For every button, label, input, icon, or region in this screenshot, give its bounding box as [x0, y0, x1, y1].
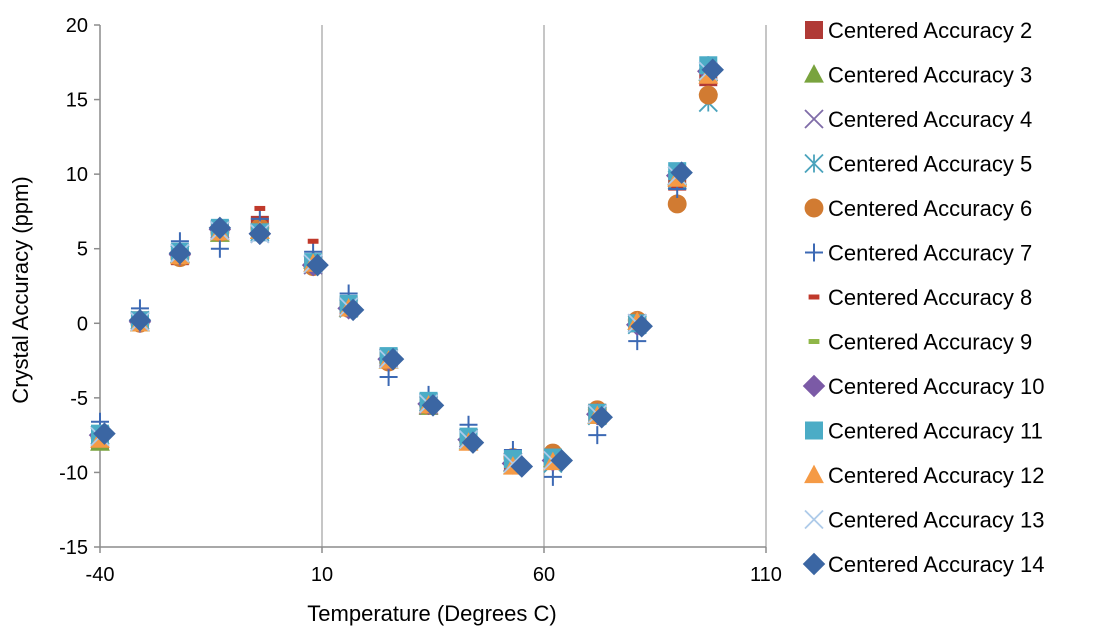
legend-label: Centered Accuracy 12: [828, 463, 1044, 488]
legend-marker: [804, 509, 824, 530]
series-13: [93, 58, 724, 478]
y-axis-label: Crystal Accuracy (ppm): [8, 176, 33, 403]
legend-marker: [802, 374, 826, 398]
legend-marker: [804, 198, 824, 218]
series-4: [90, 92, 718, 475]
y-tick-label: 15: [66, 90, 88, 112]
legend-marker: [805, 243, 823, 262]
data-point: [698, 85, 718, 105]
legend-item: Centered Accuracy 5: [804, 152, 1032, 177]
y-tick-label: 5: [77, 239, 88, 261]
y-tick-label: 0: [77, 313, 88, 335]
series-2: [90, 62, 719, 472]
series-9: [88, 59, 720, 475]
legend-label: Centered Accuracy 11: [828, 419, 1043, 444]
legend: Centered Accuracy 2 Centered Accuracy 3 Ce…: [802, 18, 1044, 577]
legend-item: Centered Accuracy 2: [805, 18, 1032, 43]
legend-label: Centered Accuracy 2: [828, 18, 1032, 43]
legend-marker: [804, 153, 824, 174]
x-axis-label: Temperature (Degrees C): [307, 601, 556, 626]
data-point: [379, 367, 398, 386]
data-point: [588, 426, 607, 445]
y-tick-label: -10: [59, 462, 88, 484]
legend-item: Centered Accuracy 13: [804, 508, 1044, 533]
legend-marker: [808, 339, 820, 344]
data-point: [341, 298, 365, 322]
data-point: [630, 315, 653, 338]
series-7: [94, 79, 714, 461]
x-tick-label: 110: [750, 564, 782, 586]
series-8: [94, 67, 714, 465]
legend-marker: [805, 21, 823, 39]
data-point: [461, 431, 485, 454]
data-point: [208, 216, 232, 240]
data-point: [550, 449, 574, 472]
series-12: [90, 61, 718, 474]
legend-item: Centered Accuracy 6: [804, 196, 1032, 221]
legend-marker: [808, 294, 820, 300]
data-point: [128, 309, 152, 332]
legend-label: Centered Accuracy 7: [828, 241, 1032, 266]
y-tick-label: -15: [59, 537, 88, 559]
legend-label: Centered Accuracy 6: [828, 196, 1032, 221]
legend-label: Centered Accuracy 14: [828, 552, 1044, 577]
legend-label: Centered Accuracy 5: [828, 152, 1032, 177]
data-point: [93, 422, 116, 445]
legend-item: Centered Accuracy 12: [804, 463, 1044, 488]
legend-marker: [804, 464, 824, 484]
data-points: [88, 56, 724, 486]
legend-item: Centered Accuracy 4: [804, 107, 1032, 132]
legend-item: Centered Accuracy 7: [805, 241, 1032, 266]
legend-label: Centered Accuracy 3: [828, 63, 1032, 88]
legend-item: Centered Accuracy 3: [804, 63, 1032, 88]
data-point: [210, 239, 229, 258]
data-point: [307, 238, 319, 244]
legend-item: Centered Accuracy 9: [808, 330, 1032, 355]
y-tick-label: 20: [66, 15, 88, 37]
legend-marker: [804, 109, 824, 129]
series-6: [91, 56, 718, 486]
series-11: [90, 65, 719, 475]
legend-item: Centered Accuracy 10: [802, 374, 1044, 399]
legend-label: Centered Accuracy 9: [828, 330, 1032, 355]
series-3: [90, 61, 718, 472]
legend-marker: [805, 421, 823, 440]
x-tick-label: 60: [533, 564, 555, 586]
y-tick-label: -5: [70, 388, 88, 410]
data-point: [248, 222, 272, 246]
legend-label: Centered Accuracy 4: [828, 107, 1032, 132]
data-point: [421, 394, 445, 417]
data-point: [381, 347, 405, 371]
data-point: [254, 205, 266, 211]
data-point: [667, 194, 687, 214]
legend-marker: [804, 64, 824, 83]
data-point: [701, 58, 724, 81]
series-1: [91, 68, 718, 470]
x-tick-label: 10: [311, 564, 333, 586]
legend-item: Centered Accuracy 8: [808, 285, 1032, 310]
legend-marker: [802, 552, 826, 576]
data-point: [168, 241, 192, 265]
legend-label: Centered Accuracy 8: [828, 285, 1032, 310]
legend-label: Centered Accuracy 10: [828, 374, 1044, 399]
legend-item: Centered Accuracy 14: [802, 552, 1044, 577]
legend-item: Centered Accuracy 11: [805, 419, 1043, 444]
series-5: [90, 85, 718, 467]
legend-label: Centered Accuracy 13: [828, 508, 1044, 533]
x-tick-label: -40: [86, 564, 115, 586]
data-point: [670, 161, 693, 184]
axes: [94, 24, 767, 553]
data-point: [510, 455, 534, 478]
y-tick-label: 10: [66, 164, 88, 186]
data-point: [590, 405, 613, 429]
tick-labels: -15 -10 -5 0 5 10 15 20 -40 10 60 110: [59, 15, 782, 586]
data-point: [306, 253, 329, 277]
